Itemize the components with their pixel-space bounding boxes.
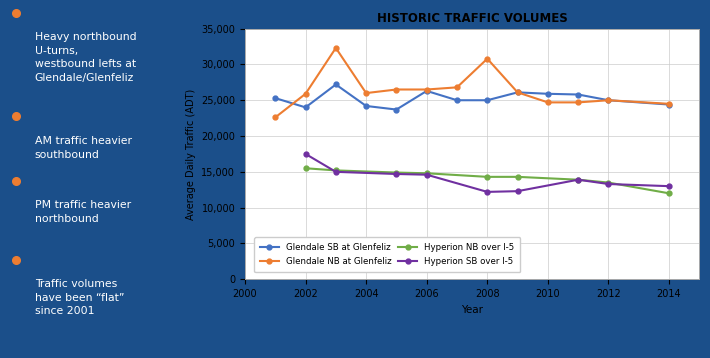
Line: Hyperion SB over I-5: Hyperion SB over I-5 <box>303 151 672 194</box>
Glendale NB at Glenfeliz <box>574 100 582 105</box>
Glendale NB at Glenfeliz <box>604 98 613 102</box>
Glendale SB at Glenfeliz <box>483 98 491 102</box>
Hyperion NB over I-5 <box>604 180 613 185</box>
Line: Glendale SB at Glenfeliz: Glendale SB at Glenfeliz <box>273 82 672 112</box>
Glendale NB at Glenfeliz <box>422 87 431 92</box>
Hyperion NB over I-5 <box>422 171 431 175</box>
Y-axis label: Average Daily Traffic (ADT): Average Daily Traffic (ADT) <box>186 88 196 219</box>
Hyperion SB over I-5 <box>301 152 310 156</box>
Legend: Glendale SB at Glenfeliz, Glendale NB at Glenfeliz, Hyperion NB over I-5, Hyperi: Glendale SB at Glenfeliz, Glendale NB at… <box>253 237 520 272</box>
Glendale NB at Glenfeliz <box>453 85 462 90</box>
Hyperion NB over I-5 <box>513 175 522 179</box>
Glendale SB at Glenfeliz <box>453 98 462 102</box>
Hyperion SB over I-5 <box>665 184 673 188</box>
Text: PM traffic heavier
northbound: PM traffic heavier northbound <box>35 200 131 224</box>
Glendale SB at Glenfeliz <box>271 96 280 100</box>
Glendale SB at Glenfeliz <box>544 92 552 96</box>
Glendale SB at Glenfeliz <box>513 90 522 95</box>
Glendale SB at Glenfeliz <box>604 98 613 102</box>
Hyperion SB over I-5 <box>574 178 582 182</box>
Hyperion NB over I-5 <box>332 168 340 173</box>
Glendale NB at Glenfeliz <box>332 46 340 50</box>
Title: HISTORIC TRAFFIC VOLUMES: HISTORIC TRAFFIC VOLUMES <box>377 12 567 25</box>
Hyperion NB over I-5 <box>665 191 673 195</box>
Hyperion SB over I-5 <box>604 182 613 186</box>
Glendale NB at Glenfeliz <box>301 92 310 96</box>
Glendale NB at Glenfeliz <box>513 90 522 95</box>
Glendale NB at Glenfeliz <box>271 115 280 120</box>
Glendale SB at Glenfeliz <box>574 92 582 97</box>
Glendale SB at Glenfeliz <box>362 104 371 108</box>
Glendale NB at Glenfeliz <box>483 57 491 61</box>
Text: AM traffic heavier
southbound: AM traffic heavier southbound <box>35 136 131 160</box>
Hyperion SB over I-5 <box>513 189 522 193</box>
Hyperion SB over I-5 <box>392 172 400 176</box>
Glendale SB at Glenfeliz <box>332 82 340 87</box>
Line: Glendale NB at Glenfeliz: Glendale NB at Glenfeliz <box>273 45 672 120</box>
X-axis label: Year: Year <box>462 305 483 315</box>
Text: Heavy northbound
U-turns,
westbound lefts at
Glendale/Glenfeliz: Heavy northbound U-turns, westbound left… <box>35 32 136 83</box>
Hyperion NB over I-5 <box>392 170 400 175</box>
Glendale NB at Glenfeliz <box>362 91 371 95</box>
Hyperion NB over I-5 <box>483 175 491 179</box>
Hyperion NB over I-5 <box>301 166 310 170</box>
Hyperion SB over I-5 <box>332 170 340 174</box>
Hyperion SB over I-5 <box>422 173 431 177</box>
Glendale SB at Glenfeliz <box>301 105 310 110</box>
Line: Hyperion NB over I-5: Hyperion NB over I-5 <box>303 166 672 196</box>
Glendale NB at Glenfeliz <box>665 102 673 106</box>
Hyperion NB over I-5 <box>574 178 582 182</box>
Glendale NB at Glenfeliz <box>392 87 400 92</box>
Hyperion SB over I-5 <box>483 190 491 194</box>
Glendale SB at Glenfeliz <box>665 102 673 107</box>
Glendale SB at Glenfeliz <box>392 107 400 112</box>
Text: Traffic volumes
have been “flat”
since 2001: Traffic volumes have been “flat” since 2… <box>35 279 124 316</box>
Glendale SB at Glenfeliz <box>422 89 431 93</box>
Glendale NB at Glenfeliz <box>544 100 552 105</box>
